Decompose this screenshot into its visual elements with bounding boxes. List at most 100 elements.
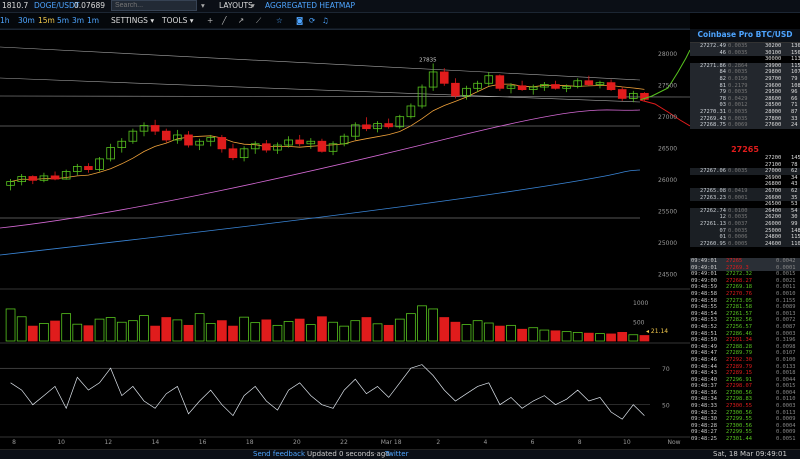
price-tick-label: 25500: [658, 209, 677, 216]
twitter-link[interactable]: Twitter: [385, 450, 409, 458]
chevron-down-icon[interactable]: ▾: [201, 1, 205, 10]
bid-row: 07 0.0035 25000 148: [690, 227, 800, 235]
candle-body: [595, 82, 605, 85]
trade-size: 0.0072: [776, 317, 796, 324]
timeframe-5m[interactable]: 5m: [57, 16, 70, 25]
volume-cell: 26900: [765, 174, 782, 181]
candle-body: [195, 140, 204, 146]
price-chart[interactable]: 27835 2800027500270002650026000255002500…: [0, 0, 690, 449]
price-tick-label: 28000: [658, 51, 677, 58]
trade-price: 27289.79: [726, 363, 752, 370]
trade-price: 27289.79: [726, 350, 752, 357]
trade-time: 09:48:52: [691, 323, 717, 330]
timeframe-3m[interactable]: 3m: [72, 16, 85, 25]
crosshair-icon[interactable]: +: [207, 16, 214, 25]
time-tick-label: 4: [484, 439, 488, 446]
size-cell: 0.0419: [728, 187, 748, 194]
trade-size: 0.0098: [776, 343, 796, 350]
volume-bar: [294, 318, 305, 342]
volume-bar: [139, 315, 149, 342]
trade-time: 09:48:32: [691, 409, 717, 416]
volume-bar: [561, 331, 572, 342]
settings-button[interactable]: SETTINGS ▾: [111, 16, 155, 25]
candle-body: [584, 80, 594, 85]
candle-body: [95, 158, 104, 170]
candle-body: [484, 75, 494, 84]
trade-row: 09:48:47 27289.79 0.0107: [690, 350, 800, 357]
volume-bar: [217, 320, 227, 342]
candle-body: [495, 75, 505, 89]
count-cell: 115: [791, 234, 800, 241]
layouts-button[interactable]: LAYOUTS: [219, 1, 253, 10]
count-cell: 148: [791, 227, 800, 234]
trade-price: 27281.58: [726, 304, 752, 311]
trade-row: 09:48:59 27269.18 0.0011: [690, 284, 800, 291]
ask-row: 27268.75 0.0069 27600 24: [690, 122, 800, 129]
volume-bar: [394, 318, 405, 342]
size-cell: 0.0035: [728, 168, 748, 175]
orderbook-asks: 27272.49 0.0035 30200 136 46 0.0035 30100 156 30…: [690, 43, 800, 129]
high-annotation: 27835: [419, 57, 437, 63]
trade-price: 27292.30: [726, 356, 752, 363]
volume-bar: [428, 308, 438, 342]
candle-body: [640, 92, 649, 100]
search-input[interactable]: [111, 0, 197, 11]
volume-bar: [39, 323, 49, 342]
trade-price: 27291.34: [726, 337, 752, 344]
trade-price: 27300.56: [726, 409, 752, 416]
tools-button[interactable]: TOOLS ▾: [162, 16, 194, 25]
price-cell: 84: [719, 69, 727, 76]
count-cell: 54: [791, 207, 798, 214]
volume-bar: [628, 334, 639, 342]
timeframe-30m[interactable]: 30m: [18, 16, 35, 25]
price-cell: 27272.49: [700, 43, 726, 49]
volume-bar: [472, 320, 483, 342]
price-cell: 81: [719, 82, 727, 89]
price-cell: 46: [719, 49, 727, 56]
trade-size: 0.0013: [776, 310, 796, 317]
footer-datetime: Sat, 18 Mar 09:49:01: [713, 450, 787, 458]
bid-row: 12 0.0035 26200 30: [690, 214, 800, 221]
bell-icon[interactable]: ♫: [322, 16, 329, 25]
trade-price: 27256.57: [726, 323, 752, 330]
trade-row: 09:48:43 27289.15 0.0018: [690, 370, 800, 377]
timeframe-15m[interactable]: 15m: [38, 16, 55, 25]
trade-time: 09:48:25: [691, 436, 717, 443]
candle-body: [239, 148, 249, 159]
bid-row: 27265.08 0.0419 26700 62: [690, 187, 800, 195]
size-cell: 0.0035: [728, 43, 748, 49]
trade-size: 0.0042: [776, 258, 796, 264]
time-tick-label: 8: [578, 439, 582, 446]
heatmap-link[interactable]: AGGREGATED HEATMAP: [265, 1, 356, 10]
trade-row: 09:49:01 27265 0.0042: [690, 258, 800, 265]
ticker-symbol[interactable]: DOGE/USDT: [34, 1, 80, 10]
line-icon[interactable]: ╱: [222, 16, 227, 25]
timeframe-1h[interactable]: 1h: [0, 16, 10, 25]
trade-price: 27301.44: [726, 436, 752, 443]
camera-icon[interactable]: ◙: [296, 16, 304, 25]
ask-row: 46 0.0035 30100 156: [690, 49, 800, 57]
ma-short-line: [10, 83, 645, 182]
volume-bar: [550, 330, 561, 342]
refresh-icon[interactable]: ⟳: [309, 16, 316, 25]
price-tick-label: 27500: [658, 83, 677, 90]
timeframe-1m[interactable]: 1m: [87, 16, 100, 25]
volume-bar: [572, 331, 583, 342]
volume-bar: [528, 327, 539, 342]
trade-size: 0.3196: [776, 337, 796, 344]
ray-icon[interactable]: ↗: [238, 16, 245, 25]
trade-size: 0.0044: [776, 376, 796, 383]
trade-row: 09:48:58 27273.05 0.1155: [690, 298, 800, 305]
count-cell: 33: [791, 115, 798, 122]
rsi-panel: 70 50: [0, 364, 670, 420]
trade-price: 27282.56: [726, 317, 752, 324]
price-cell: 27262.74: [700, 207, 726, 214]
ruler-icon[interactable]: ⟋: [256, 16, 262, 25]
feedback-link[interactable]: Send feedback: [253, 450, 306, 458]
star-icon[interactable]: ☆: [276, 16, 283, 25]
volume-cell: 27200: [765, 155, 782, 161]
price-cell: 27263.23: [700, 194, 726, 201]
trade-time: 09:49:01: [691, 258, 717, 264]
count-cell: 35: [791, 194, 798, 201]
count-cell: 113: [791, 56, 800, 63]
